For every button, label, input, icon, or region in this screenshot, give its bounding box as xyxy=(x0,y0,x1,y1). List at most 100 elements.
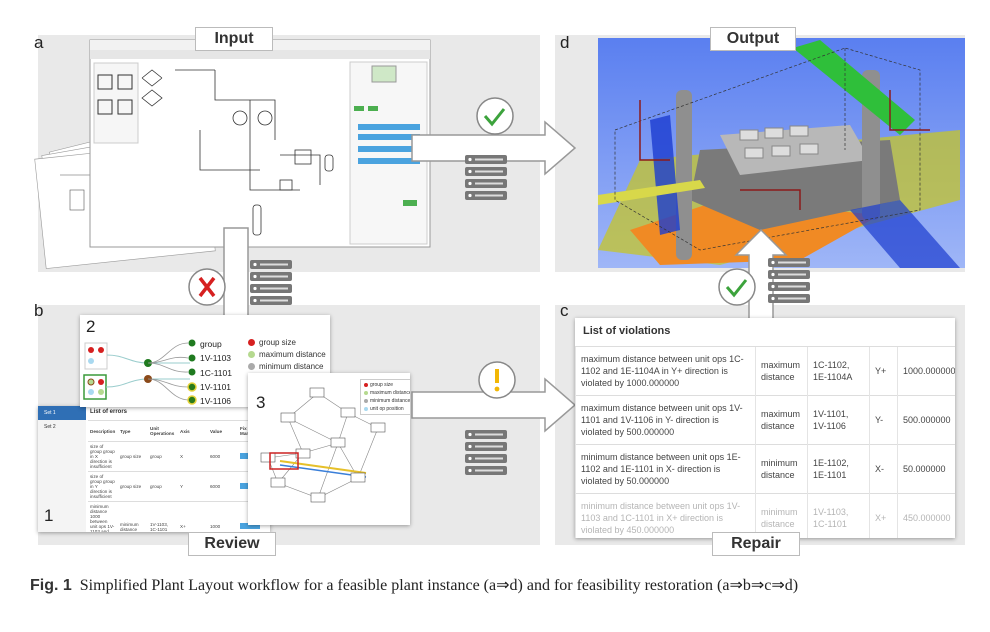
table-row[interactable]: maximum distance between unit ops 1C-110… xyxy=(575,346,955,396)
caption-label: Fig. 1 xyxy=(30,577,72,594)
panel-title: Repair xyxy=(712,532,800,556)
legend-swatch xyxy=(364,406,368,411)
callout-number: 1 xyxy=(44,506,54,525)
legend-swatch xyxy=(364,390,368,395)
legend-entry: group size xyxy=(364,381,410,389)
violations-title: List of violations xyxy=(583,325,671,337)
legend-entry: maximum distance xyxy=(364,389,410,397)
table-cell: Y- xyxy=(869,395,898,445)
table-cell: X xyxy=(178,441,208,472)
check-icon xyxy=(476,97,514,135)
legend-swatch xyxy=(364,382,368,387)
graph-legend: group size maximum distance minimum distan… xyxy=(360,379,410,415)
table-row[interactable]: minimum distance between unit ops 1V-110… xyxy=(575,493,955,538)
violations-card: List of violations maximum distance betw… xyxy=(575,318,955,538)
table-cell: 1000 xyxy=(208,501,238,532)
table-row: size of group group in Y direction is in… xyxy=(88,471,268,502)
legend-entry: minimum distance xyxy=(248,361,326,373)
table-row: size of group group in X direction is in… xyxy=(88,441,268,472)
legend-label: maximum distance xyxy=(370,390,410,396)
table-cell: X+ xyxy=(869,493,898,538)
legend-label: group size xyxy=(259,338,296,347)
table-cell: maximum distance between unit ops 1C-110… xyxy=(575,346,756,396)
tree-node-label: 1V-1106 xyxy=(200,396,232,407)
table-cell: 1V-1103, 1C-1101 xyxy=(148,501,178,532)
panel-letter: a xyxy=(34,33,44,52)
legend-swatch xyxy=(248,351,255,359)
tree-node-label: 1V-1101 xyxy=(200,381,232,392)
set-item[interactable]: Set 2 xyxy=(44,424,56,430)
panel-letter: c xyxy=(560,301,569,320)
errors-card: Set 1 Set 2 List of errors Description Ty… xyxy=(38,406,270,532)
table-cell: group size xyxy=(118,441,148,472)
table-cell: 6000 xyxy=(208,441,238,472)
arrow-b-to-c xyxy=(411,377,577,433)
table-cell: 50.000000 xyxy=(897,444,955,494)
legend-label: minimum distance xyxy=(370,398,410,404)
legend-entry: minimum distance xyxy=(364,397,410,405)
table-cell: 500.000000 xyxy=(897,395,955,445)
table-cell: minimum distance xyxy=(755,493,808,538)
table-cell: minimum distance between unit ops 1E-110… xyxy=(575,444,756,494)
table-row[interactable]: maximum distance between unit ops 1V-110… xyxy=(575,395,955,445)
table-cell: minimum distance xyxy=(755,444,808,494)
table-cell: minimum distance xyxy=(118,501,148,532)
callout-number: 2 xyxy=(86,317,96,336)
tree-node-label: 1C-1101 xyxy=(200,367,232,378)
editor-window xyxy=(89,39,431,248)
panel-letter: d xyxy=(560,33,570,52)
legend-entry: unit op position xyxy=(364,405,410,413)
plant-3d-view xyxy=(598,38,965,268)
fix-button[interactable] xyxy=(240,523,260,529)
header-cell: Axis xyxy=(178,420,208,442)
legend-swatch xyxy=(248,339,255,347)
header-cell: Unit Operations xyxy=(148,420,178,442)
panel-letter: b xyxy=(34,301,44,320)
panel-title: Input xyxy=(195,27,273,51)
table-cell: 1V-1101, 1V-1106 xyxy=(807,395,870,445)
tree-node-label: 1V-1103 xyxy=(200,353,232,364)
table-cell: maximum distance between unit ops 1V-110… xyxy=(575,395,756,445)
table-cell: 1E-1102, 1E-1101 xyxy=(807,444,870,494)
table-cell: maximum distance xyxy=(755,395,808,445)
errors-table: Description Type Unit Operations Axis Value F… xyxy=(88,420,268,532)
table-cell: 6000 xyxy=(208,471,238,502)
tree-diagram xyxy=(83,339,197,405)
panel-title: Review xyxy=(188,532,276,556)
table-cell: Y+ xyxy=(869,346,898,396)
table-cell: minimum distance between unit ops 1V-110… xyxy=(575,493,756,538)
tree-node-labels: group 1V-1103 1C-1101 1V-1101 1V-1106 xyxy=(200,337,232,407)
set-item[interactable]: Set 1 xyxy=(38,406,86,420)
table-cell: minimum distance 1000 between unit ops 1… xyxy=(88,501,118,532)
table-cell: group xyxy=(148,471,178,502)
caption: Fig. 1 Simplified Plant Layout workflow f… xyxy=(30,575,970,597)
header-cell: Description xyxy=(88,420,118,442)
errors-title: List of errors xyxy=(90,409,128,415)
arrow-a-to-d xyxy=(411,120,577,176)
legend-swatch xyxy=(364,398,368,403)
graph-card: 3 group size maximum distance minimum dist… xyxy=(248,373,410,525)
tree-node-label: group xyxy=(200,339,222,349)
panel-title: Output xyxy=(710,27,796,51)
table-row: minimum distance 1000 between unit ops 1… xyxy=(88,501,268,532)
callout-number: 3 xyxy=(256,393,266,412)
table-cell: 1000.000000 xyxy=(897,346,955,396)
warning-icon xyxy=(478,361,516,399)
legend-label: minimum distance xyxy=(259,362,324,371)
header-cell: Type xyxy=(118,420,148,442)
table-cell: group size xyxy=(118,471,148,502)
check-icon xyxy=(718,268,756,306)
cross-icon xyxy=(188,268,226,306)
legend-entry: maximum distance xyxy=(248,349,326,361)
legend-swatch xyxy=(248,363,255,371)
header-cell: Value xyxy=(208,420,238,442)
legend-label: unit op position xyxy=(370,406,404,412)
table-cell: 1C-1102, 1E-1104A xyxy=(807,346,870,396)
table-cell: X+ xyxy=(178,501,208,532)
table-cell: X- xyxy=(869,444,898,494)
caption-text: Simplified Plant Layout workflow for a f… xyxy=(79,577,799,594)
legend-label: maximum distance xyxy=(259,350,326,359)
constraint-graph xyxy=(260,387,386,503)
table-row[interactable]: minimum distance between unit ops 1E-110… xyxy=(575,444,955,494)
